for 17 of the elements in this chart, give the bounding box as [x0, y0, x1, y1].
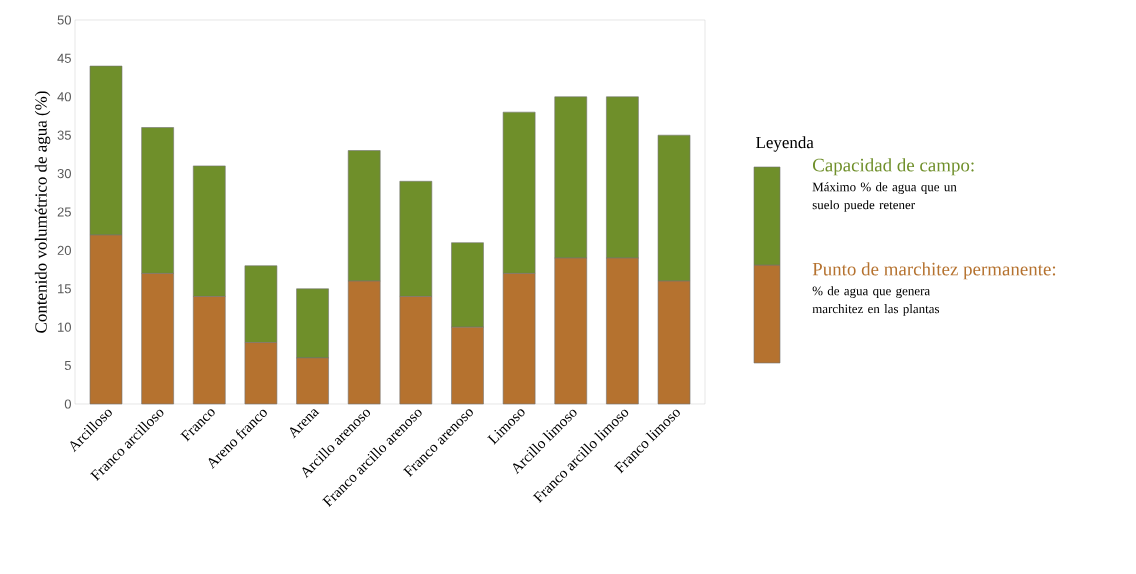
y-tick-label: 15 [58, 284, 71, 294]
y-tick-label: 50 [57, 15, 71, 25]
y-tick-label: 0 [64, 399, 71, 409]
y-tick-label: 25 [57, 207, 71, 217]
legend-title: Leyenda [756, 136, 814, 152]
y-tick-label: 40 [57, 92, 71, 102]
y-tick-label: 35 [57, 130, 71, 140]
text: Punto de marchitez permanente: [812, 262, 1056, 280]
text: Capacidad de campo: [812, 158, 974, 176]
y-tick-label: 45 [57, 53, 71, 63]
y-tick-label: 10 [58, 322, 71, 332]
y-tick-label: 20 [57, 245, 71, 255]
text: Máximo % de agua que un suelo puede retener [812, 182, 957, 212]
y-tick-label: 30 [57, 169, 71, 179]
text: % de agua que genera marchitez en las plantas [812, 286, 940, 316]
y-axis-title: Contenido volumétrico de agua (%) [34, 91, 51, 333]
y-tick-label: 5 [64, 361, 71, 371]
